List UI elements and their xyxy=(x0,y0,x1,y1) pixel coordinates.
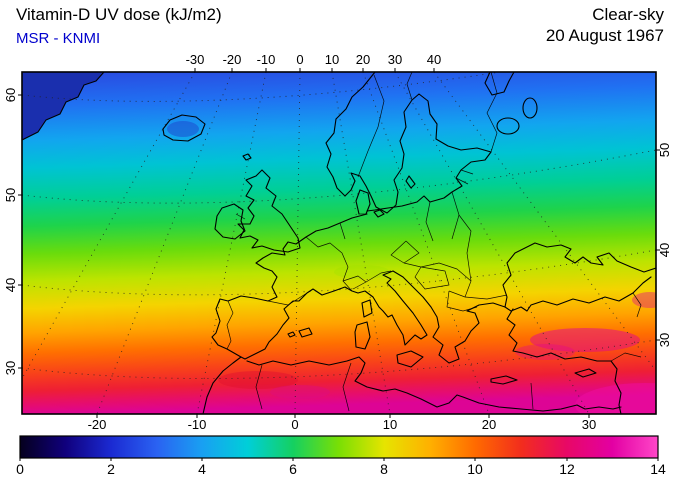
colorbar-tick-label: 8 xyxy=(380,461,388,477)
lat-label-right: 50 xyxy=(657,142,672,158)
lon-label-bottom: 0 xyxy=(291,417,299,432)
alps-high xyxy=(334,265,390,279)
lon-label-bottom: 30 xyxy=(581,417,597,432)
graticule xyxy=(22,72,656,414)
colorbar-tick-label: 10 xyxy=(467,461,483,477)
lon-label-bottom: -20 xyxy=(87,417,107,432)
colorbar-tick-label: 0 xyxy=(16,461,24,477)
coastlines xyxy=(22,72,656,414)
colorbar-tick-label: 14 xyxy=(650,461,666,477)
lon-label-top: 0 xyxy=(296,52,304,67)
colorbar-tick-label: 2 xyxy=(107,461,115,477)
lat-label-left: 30 xyxy=(3,360,18,376)
lon-label-top: -10 xyxy=(256,52,276,67)
uv-dose-field xyxy=(22,72,656,414)
lon-label-top: 30 xyxy=(387,52,403,67)
lon-label-top: -20 xyxy=(222,52,242,67)
lon-label-bottom: 20 xyxy=(481,417,497,432)
date-label: 20 August 1967 xyxy=(545,26,664,45)
iceland-low xyxy=(167,121,199,137)
greenland-ice-low xyxy=(22,72,104,140)
lon-label-top: -30 xyxy=(185,52,205,67)
lat-label-left: 60 xyxy=(3,87,18,103)
colorbar-tick-label: 6 xyxy=(289,461,297,477)
map-frame xyxy=(21,71,657,415)
anatolia-high xyxy=(530,328,640,352)
figure-title: Vitamin-D UV dose (kJ/m2) xyxy=(16,5,222,24)
axis-ticks xyxy=(18,68,660,418)
caucasus-high xyxy=(632,292,656,308)
sky-condition-label: Clear-sky xyxy=(592,5,664,24)
lon-label-top: 20 xyxy=(355,52,371,67)
lat-label-right: 30 xyxy=(657,332,672,348)
lon-label-top: 10 xyxy=(324,52,340,67)
middle-east-high xyxy=(575,383,656,414)
lat-label-right: 40 xyxy=(657,242,672,258)
colorbar-tick-label: 12 xyxy=(559,461,575,477)
country-borders xyxy=(226,72,642,412)
anatolia-high-2 xyxy=(515,344,575,360)
lon-label-top: 40 xyxy=(426,52,442,67)
lon-label-bottom: -10 xyxy=(187,417,207,432)
colorbar xyxy=(19,435,659,459)
lat-label-left: 40 xyxy=(3,277,18,293)
lon-label-bottom: 10 xyxy=(382,417,398,432)
colorbar-tick-label: 4 xyxy=(198,461,206,477)
lat-label-left: 50 xyxy=(3,187,18,203)
colorbar-ticks xyxy=(19,458,659,461)
sahara-high xyxy=(270,385,330,399)
data-source-label: MSR - KNMI xyxy=(16,30,101,47)
